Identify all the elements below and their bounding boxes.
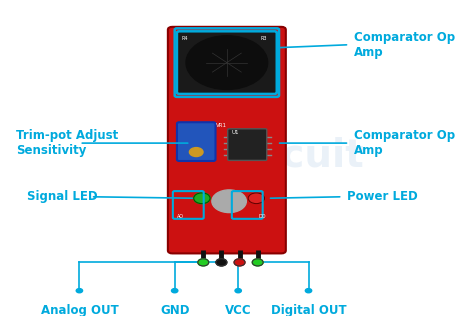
- Circle shape: [216, 259, 227, 266]
- Circle shape: [234, 259, 245, 266]
- Text: Digital OUT: Digital OUT: [271, 304, 346, 316]
- Text: U1: U1: [231, 130, 239, 135]
- Text: Comparator Op
Amp: Comparator Op Amp: [354, 31, 455, 59]
- Text: Power LED: Power LED: [347, 190, 418, 203]
- Circle shape: [252, 259, 263, 266]
- Text: R4: R4: [182, 36, 188, 41]
- Text: GND: GND: [160, 304, 190, 316]
- Text: VCC: VCC: [225, 304, 252, 316]
- Circle shape: [186, 36, 268, 89]
- Circle shape: [305, 289, 312, 293]
- Circle shape: [248, 193, 264, 204]
- Text: AO: AO: [177, 214, 184, 219]
- FancyBboxPatch shape: [168, 27, 286, 253]
- Text: Signal LED: Signal LED: [27, 190, 98, 203]
- Text: VR1: VR1: [216, 123, 227, 128]
- Text: R3: R3: [261, 36, 267, 41]
- Text: Analog OUT: Analog OUT: [40, 304, 118, 316]
- Circle shape: [194, 193, 210, 204]
- Circle shape: [235, 289, 241, 293]
- Circle shape: [190, 148, 203, 156]
- Circle shape: [212, 190, 246, 213]
- Text: DO: DO: [259, 214, 266, 219]
- Circle shape: [198, 259, 209, 266]
- FancyBboxPatch shape: [228, 129, 267, 161]
- FancyBboxPatch shape: [177, 31, 277, 94]
- Circle shape: [172, 289, 178, 293]
- Circle shape: [76, 289, 82, 293]
- Text: Comparator Op
Amp: Comparator Op Amp: [354, 129, 455, 157]
- Text: circuit: circuit: [226, 136, 364, 174]
- Text: Trim-pot Adjust
Sensitivity: Trim-pot Adjust Sensitivity: [16, 129, 118, 157]
- FancyBboxPatch shape: [177, 122, 216, 161]
